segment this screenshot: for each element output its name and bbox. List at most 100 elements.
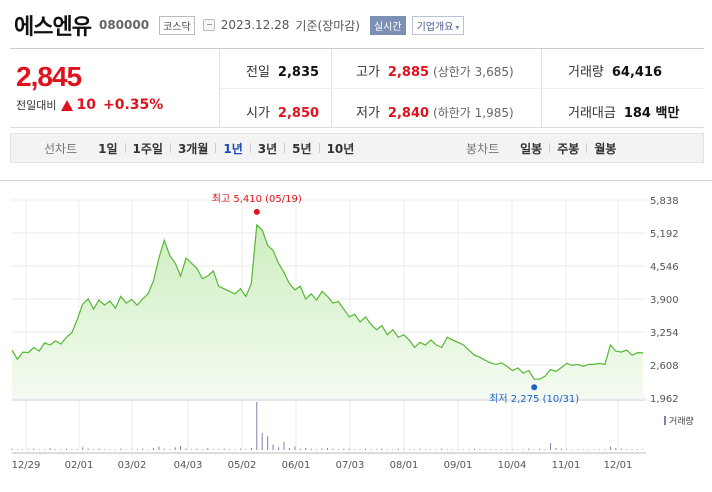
x-tick-label: 08/01 [390,460,419,471]
change-value: 10 [76,97,96,113]
realtime-button[interactable]: 실시간 [369,15,406,35]
stat-value: 2,840 [387,106,430,121]
tab-line-0[interactable]: 1일 [98,141,118,156]
stock-name: 에스엔유 [14,15,92,40]
volume-bar [234,449,236,450]
volume-bar [452,449,454,450]
tab-line-2[interactable]: 3개월 [177,141,209,156]
x-tick-label: 12/29 [12,460,41,471]
volume-legend-swatch [664,416,666,425]
tab-candle-1[interactable]: 주봉 [557,141,580,156]
volume-bar [495,449,497,450]
x-tick-label: 03/02 [118,460,147,471]
volume-bar [370,449,372,450]
volume-bar [49,447,51,450]
volume-bar [381,448,383,450]
volume-bar [392,449,394,450]
price-line [11,223,644,380]
volume-bar [223,448,225,450]
volume-bar [528,448,530,450]
volume-bar [229,449,231,450]
volume-bar [332,448,334,450]
volume-bar [103,449,105,450]
tab-line-1[interactable]: 1주일 [132,141,163,156]
change-rate: +0.35% [102,97,164,113]
volume-bar [506,449,508,450]
volume-bar [174,447,176,450]
volume-bar [620,448,622,450]
volume-bar [550,443,552,450]
company-overview-button[interactable]: 기업개요 ▾ [411,15,465,35]
volume-bar [560,448,562,450]
tab-candle-0[interactable]: 일봉 [520,141,543,156]
stat-volume: 거래량 64,416 [568,61,662,80]
volume-bar [397,448,399,450]
volume-bar [114,449,116,450]
tab-line-4[interactable]: 3년 [257,141,278,156]
volume-bar [288,447,290,450]
x-tick-label: 11/01 [552,460,581,471]
volume-bar [414,449,416,450]
x-tick-label: 09/01 [444,460,473,471]
volume-bar [430,449,432,450]
change-row: 전일대비 10 +0.35% [16,97,163,113]
volume-bar [321,448,323,450]
up-arrow-icon [61,99,74,111]
volume-bar [245,449,247,450]
volume-bar [435,449,437,450]
volume-bar [359,449,361,450]
volume-bar [38,449,40,450]
volume-bar [305,447,307,450]
volume-bar [131,449,133,450]
volume-bar [147,449,149,450]
volume-bar [316,449,318,450]
volume-bar [191,449,193,450]
tab-divider [215,143,217,153]
volume-bar [278,447,280,450]
volume-bar [593,449,595,450]
volume-bar [169,449,171,450]
volume-bar [22,449,24,450]
volume-bar [604,449,606,450]
tab-candle-2[interactable]: 월봉 [594,141,617,156]
y-tick-label: 5,192 [650,229,679,240]
tab-line-3[interactable]: 1년 [223,141,243,156]
tab-line-6[interactable]: 10년 [326,141,355,156]
volume-bar [250,447,252,450]
stock-code: 080000 [98,18,150,32]
volume-bar [539,448,541,450]
calendar-icon [202,19,215,31]
volume-bar [267,436,269,450]
tab-divider [249,143,251,153]
stat-value: 2,835 [277,65,320,80]
volume-bar [522,449,524,450]
volume-bar [44,449,46,450]
low-marker [531,384,538,391]
stat-label: 거래대금 [568,106,616,121]
x-tick-label: 02/01 [65,460,94,471]
volume-bar [218,449,220,450]
divider [220,88,704,89]
stat-label: 전일 [246,65,270,80]
volume-bar [424,449,426,450]
volume-bar [626,449,628,450]
volume-bar [631,449,633,450]
stat-label: 시가 [246,106,270,121]
stat-prev-close: 전일 2,835 [246,61,319,80]
volume-bar [261,432,263,450]
volume-bar [479,449,481,450]
tab-line-5[interactable]: 5년 [292,141,312,156]
volume-bar [403,449,405,450]
volume-bar [299,448,301,450]
stats-grid: 전일 2,835 고가 2,885 (상한가 3,685) 거래량 64,416… [220,49,704,128]
volume-bar [109,449,111,450]
volume-bar [76,449,78,450]
stat-high: 고가 2,885 (상한가 3,685) [356,61,514,80]
volume-bar [484,449,486,450]
price-box: 2,845 전일대비 10 +0.35% [10,49,220,128]
market-badge: 코스닥 [159,15,195,35]
volume-bar [201,449,203,450]
volume-bar [637,449,639,450]
y-tick-label: 3,254 [650,328,679,339]
x-tick-label: 04/03 [174,460,203,471]
